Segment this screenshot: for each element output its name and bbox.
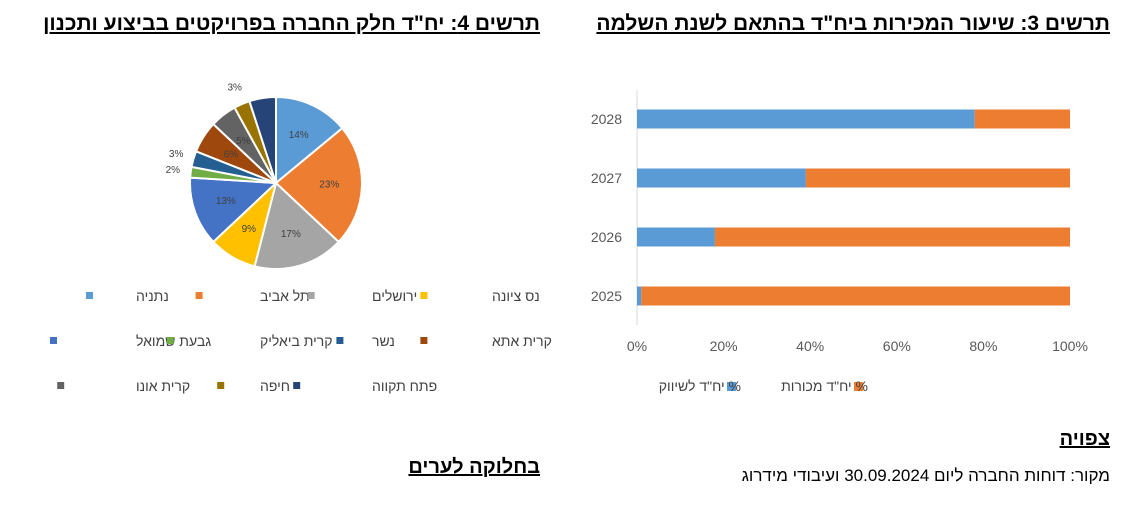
- pie-slice-2: [274, 126, 363, 244]
- y-tick-label-2027: 2027: [591, 170, 622, 186]
- pie-legend-swatch-6: [166, 337, 174, 344]
- pie-legend-label-4: נס ציונה: [492, 288, 540, 304]
- pie-label-10: 3%: [227, 83, 242, 94]
- pie-label-2: 23%: [319, 180, 339, 191]
- x-tick-label-1: 20%: [710, 338, 738, 354]
- pie-legend-swatch-1: [86, 292, 93, 299]
- pie-legend-swatch-7: [336, 337, 344, 344]
- division-label: בחלוקה לערים: [408, 456, 540, 478]
- pie-slice-1: [275, 95, 344, 186]
- bar-2027-series-1: [637, 168, 806, 188]
- pie-legend-swatch-5: [50, 337, 57, 344]
- pie-legend-label-1: נתניה: [136, 288, 169, 304]
- pie-slice-3: [253, 181, 341, 270]
- bar-2028-series-2: [974, 109, 1070, 129]
- pie-slice-11: [248, 95, 277, 184]
- y-tick-label-2028: 2028: [591, 111, 622, 127]
- x-tick-label-5: 100%: [1052, 338, 1088, 354]
- pie-label-4: 9%: [242, 224, 257, 235]
- pie-legend-swatch-2: [195, 292, 203, 299]
- pie-label-7: 3%: [169, 149, 184, 160]
- pie-legend-label-9: קרית אונו: [136, 378, 190, 394]
- bar-2025-series-1: [637, 286, 642, 306]
- pie-legend-swatch-4: [420, 292, 428, 299]
- chart3-legend-swatch-1: [854, 382, 863, 391]
- pie-legend-swatch-3: [307, 292, 315, 299]
- y-tick-label-2025: 2025: [591, 288, 622, 304]
- chart4-title: תרשים 4: יח"ד חלק החברה בפרויקטים בביצוע…: [43, 12, 540, 35]
- chart3-legend-label-1: % יח"ד מכורות: [781, 378, 868, 394]
- pie-legend-label-3: ירושלים: [372, 288, 417, 304]
- x-tick-label-0: 0%: [627, 338, 647, 354]
- pie-label-1: 14%: [289, 130, 309, 141]
- pie-label-9: 5%: [236, 136, 251, 147]
- chart3-legend-label-2: % יח"ד לשיווק: [659, 378, 741, 394]
- bar-2026-series-2: [714, 227, 1070, 247]
- chart3-title: תרשים 3: שיעור המכירות ביח"ד בהתאם לשנת …: [596, 12, 1110, 35]
- x-tick-label-3: 60%: [883, 338, 911, 354]
- source-note: מקור: דוחות החברה ליום 30.09.2024 ועיבוד…: [741, 466, 1110, 485]
- pie-legend-swatch-9: [57, 382, 65, 389]
- pie-legend-label-6: קרית ביאליק: [260, 333, 333, 349]
- pie-label-6: 2%: [166, 165, 181, 176]
- x-tick-label-2: 40%: [796, 338, 824, 354]
- pie-legend-swatch-8: [420, 337, 428, 344]
- pie-legend-label-8: קרית אתא: [492, 333, 552, 349]
- x-tick-label-4: 80%: [969, 338, 997, 354]
- pie-label-8: 6%: [224, 149, 239, 160]
- chart3-legend-swatch-2: [727, 382, 736, 391]
- pie-legend-label-7: נשר: [372, 333, 395, 349]
- pie-legend-label-10: חיפה: [260, 378, 290, 394]
- pie-legend-label-11: פתח תקווה: [372, 378, 437, 394]
- pie-label-5: 13%: [216, 196, 236, 207]
- bar-2028-series-1: [637, 109, 975, 129]
- expected-label: צפויה: [1059, 428, 1110, 450]
- pie-legend-swatch-11: [293, 382, 301, 389]
- pie-label-3: 17%: [281, 229, 301, 240]
- y-tick-label-2026: 2026: [591, 229, 622, 245]
- pie-legend-label-2: תל אביב: [260, 288, 310, 304]
- pie-legend-swatch-10: [217, 382, 225, 389]
- bar-2026-series-1: [637, 227, 715, 247]
- bar-2025-series-2: [641, 286, 1070, 306]
- bar-2027-series-2: [805, 168, 1070, 188]
- pie-slice-5: [189, 176, 279, 244]
